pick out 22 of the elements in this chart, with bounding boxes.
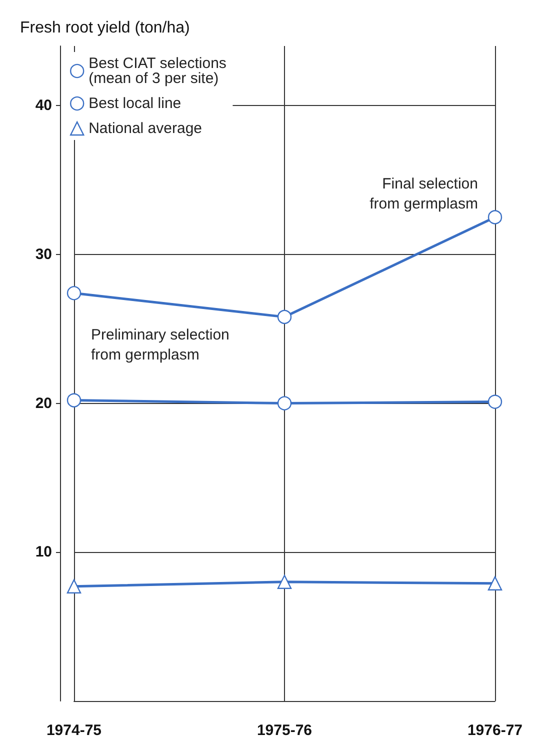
y-tick-label: 10	[35, 544, 52, 561]
y-axis-title: Fresh root yield (ton/ha)	[20, 20, 190, 36]
point	[66, 579, 82, 594]
annotation: Preliminary selection from germplasm	[91, 326, 230, 364]
point	[277, 574, 292, 590]
point	[488, 210, 502, 224]
point	[488, 394, 502, 409]
point	[277, 310, 292, 324]
y-tick-label: 40	[35, 97, 52, 114]
point	[488, 576, 502, 590]
y-tick-label: 20	[35, 394, 52, 412]
point	[277, 396, 292, 410]
legend-label: National average	[88, 120, 202, 137]
x-tick-label: 1976-77	[467, 722, 523, 739]
point	[66, 286, 82, 300]
y-tick-label: 30	[35, 246, 52, 263]
x-tick-label: 1974-75	[46, 722, 102, 739]
legend-label: Best CIAT selections (mean of 3 per site)	[88, 55, 226, 87]
annotation: Final selection from germplasm	[370, 176, 478, 213]
x-tick-label: 1975-76	[256, 722, 312, 739]
point	[66, 393, 82, 408]
legend-label: Best local line	[88, 95, 182, 112]
